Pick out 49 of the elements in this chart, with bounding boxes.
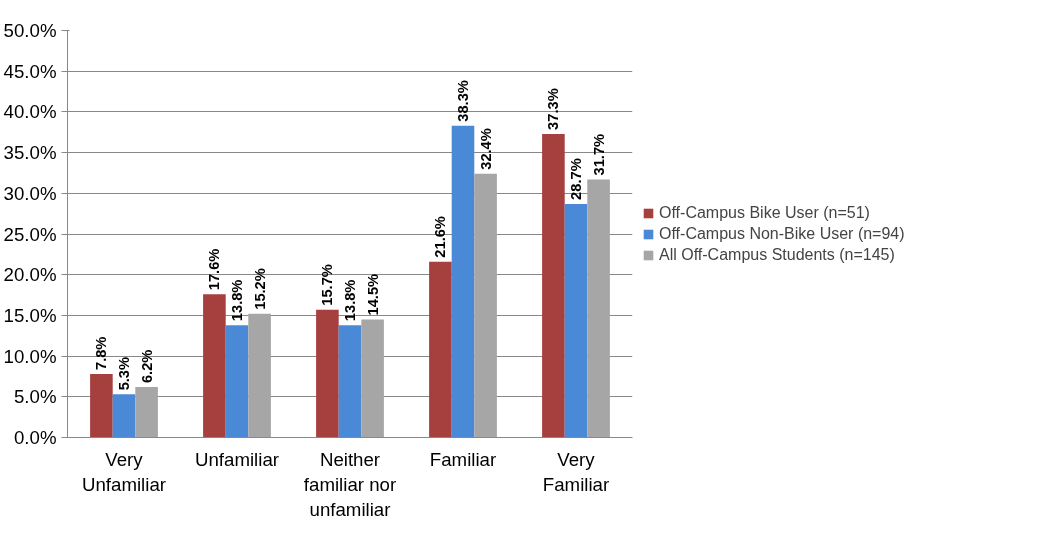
data-label: 31.7%: [590, 133, 607, 176]
data-label: 17.6%: [206, 248, 223, 291]
bar: [451, 125, 475, 438]
y-tick-label: 50.0%: [3, 20, 57, 41]
bar: [361, 319, 384, 438]
data-label: 28.7%: [568, 158, 584, 200]
data-label: 15.7%: [319, 264, 336, 306]
bar: [203, 294, 226, 438]
bar: [135, 387, 158, 438]
bar: [564, 203, 588, 438]
y-tick-label: 15.0%: [3, 304, 57, 326]
bar: [474, 173, 497, 438]
bar: [587, 179, 610, 438]
data-label: 5.3%: [116, 356, 132, 391]
data-label: 32.4%: [477, 128, 494, 170]
x-tick-label: Very Unfamiliar: [82, 448, 166, 495]
legend-label: All Off-Campus Students (n=145): [659, 245, 895, 264]
data-label: 13.8%: [229, 279, 245, 322]
y-tick-label: 20.0%: [3, 264, 57, 286]
x-tick-label: Unfamiliar: [195, 448, 279, 470]
y-tick-label: 25.0%: [3, 223, 57, 245]
y-tick-label: 0.0%: [13, 427, 57, 448]
data-label: 13.8%: [342, 279, 358, 322]
bar: [338, 325, 362, 438]
bar: [542, 133, 565, 438]
bar: [248, 313, 271, 438]
y-tick-label: 45.0%: [3, 60, 57, 82]
data-label: 7.8%: [93, 336, 110, 371]
x-tick-label: Neither familiar nor unfamiliar: [303, 448, 397, 520]
bar: [429, 261, 452, 438]
bar: [316, 309, 339, 438]
data-label: 21.6%: [432, 216, 449, 258]
data-label: 38.3%: [455, 80, 471, 122]
data-label: 37.3%: [545, 88, 562, 130]
bar: [225, 325, 249, 438]
legend-label: Off-Campus Non-Bike User (n=94): [659, 224, 905, 243]
bar: [90, 374, 113, 438]
y-tick-label: 40.0%: [3, 101, 57, 123]
y-tick-label: 5.0%: [13, 386, 57, 408]
bar: [112, 394, 136, 438]
x-tick-label: Familiar: [429, 448, 497, 470]
y-tick-label: 35.0%: [3, 142, 57, 164]
data-label: 14.5%: [364, 273, 381, 316]
data-label: 6.2%: [138, 349, 155, 384]
x-tick-label: Very Familiar: [542, 448, 610, 495]
y-tick-label: 30.0%: [3, 182, 57, 204]
y-tick-label: 10.0%: [3, 345, 57, 367]
data-label: 15.2%: [251, 268, 268, 310]
legend-label: Off-Campus Bike User (n=51): [659, 203, 870, 222]
